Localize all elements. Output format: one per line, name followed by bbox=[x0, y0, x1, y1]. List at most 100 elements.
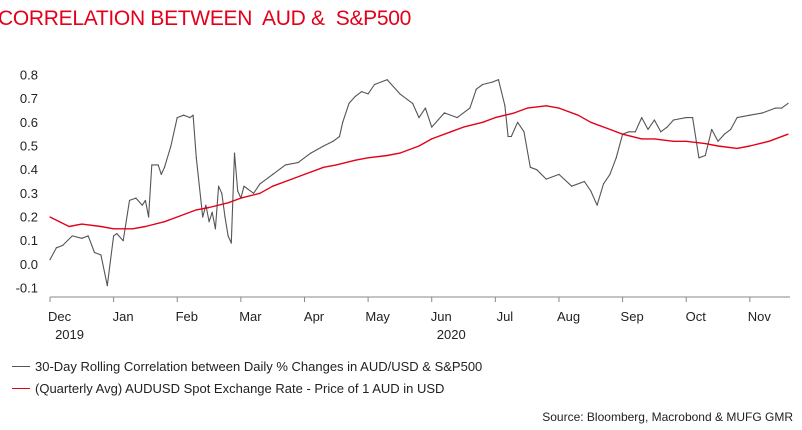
data-point-correlation bbox=[163, 166, 166, 168]
data-point-correlation bbox=[81, 237, 83, 239]
legend-label-correlation: 30-Day Rolling Correlation between Daily… bbox=[35, 359, 483, 374]
data-point-audusd bbox=[609, 128, 611, 131]
data-point-correlation bbox=[653, 119, 655, 121]
data-point-correlation bbox=[87, 235, 89, 237]
data-point-correlation bbox=[157, 164, 159, 166]
data-point-correlation bbox=[151, 164, 153, 166]
data-point-audusd bbox=[176, 216, 178, 218]
series-line-audusd bbox=[49, 105, 789, 230]
data-point-audusd bbox=[208, 206, 210, 209]
data-point-correlation bbox=[354, 95, 356, 97]
x-tick-label: May bbox=[365, 309, 390, 324]
chart-title: CORRELATION BETWEEN AUD & S&P500 bbox=[0, 7, 412, 30]
data-point-correlation bbox=[106, 285, 108, 287]
data-point-correlation bbox=[685, 117, 687, 119]
data-point-correlation bbox=[100, 254, 102, 256]
data-point-correlation bbox=[224, 216, 226, 218]
data-point-audusd bbox=[768, 140, 770, 142]
data-point-correlation bbox=[93, 251, 96, 254]
y-tick-label: 0.2 bbox=[20, 210, 38, 225]
data-point-correlation bbox=[647, 128, 649, 131]
data-point-audusd bbox=[450, 131, 452, 133]
data-point-audusd bbox=[49, 216, 51, 218]
data-point-audusd bbox=[558, 107, 560, 109]
data-point-correlation bbox=[628, 131, 630, 133]
data-point-audusd bbox=[144, 225, 147, 228]
data-point-correlation bbox=[71, 235, 73, 237]
y-tick-label: -0.1 bbox=[16, 281, 38, 296]
data-point-correlation bbox=[348, 102, 350, 104]
legend-item-correlation: 30-Day Rolling Correlation between Daily… bbox=[12, 359, 482, 374]
data-point-audusd bbox=[621, 133, 624, 135]
data-point-correlation bbox=[272, 173, 274, 175]
data-point-audusd bbox=[717, 145, 719, 147]
data-point-correlation bbox=[545, 178, 547, 180]
data-point-correlation bbox=[183, 114, 185, 116]
data-point-correlation bbox=[517, 121, 519, 123]
legend-swatch-audusd bbox=[12, 388, 30, 389]
data-point-audusd bbox=[100, 225, 102, 228]
data-point-correlation bbox=[170, 145, 172, 147]
data-point-correlation bbox=[497, 79, 500, 81]
data-point-correlation bbox=[55, 247, 57, 249]
data-point-correlation bbox=[214, 228, 217, 230]
data-point-correlation bbox=[122, 240, 124, 242]
data-point-correlation bbox=[482, 83, 484, 86]
data-point-correlation bbox=[698, 157, 700, 159]
y-tick-label: 0.7 bbox=[20, 91, 38, 106]
x-tick-year-label: 2019 bbox=[55, 327, 84, 342]
data-point-correlation bbox=[141, 204, 143, 206]
data-point-correlation bbox=[431, 126, 433, 128]
data-point-correlation bbox=[332, 140, 334, 142]
data-point-audusd bbox=[513, 112, 516, 114]
data-point-correlation bbox=[211, 211, 213, 213]
data-point-correlation bbox=[62, 244, 64, 246]
data-point-correlation bbox=[704, 154, 706, 157]
chart-canvas: 0.8 0.7 0.6 0.5 0.4 0.3 0.2 0.1 0.0 -0.1 Dec 2019 J… bbox=[16, 68, 790, 342]
series-line-correlation bbox=[49, 79, 789, 287]
data-point-audusd bbox=[227, 202, 229, 204]
y-tick-label: 0.0 bbox=[20, 257, 38, 272]
data-point-correlation bbox=[259, 183, 261, 185]
data-point-correlation bbox=[205, 204, 207, 206]
data-point-correlation bbox=[590, 190, 592, 192]
y-tick-label: 0.6 bbox=[20, 115, 38, 130]
data-point-correlation bbox=[504, 105, 506, 107]
data-point-correlation bbox=[230, 242, 232, 244]
data-point-audusd bbox=[399, 152, 401, 154]
legend-item-audusd: (Quarterly Avg) AUDUSD Spot Exchange Rat… bbox=[12, 381, 444, 396]
data-point-audusd bbox=[749, 145, 751, 147]
data-point-audusd bbox=[653, 138, 655, 140]
data-point-correlation bbox=[128, 199, 131, 202]
data-point-correlation bbox=[144, 199, 147, 202]
data-point-audusd bbox=[685, 140, 687, 142]
data-point-audusd bbox=[132, 228, 134, 230]
data-point-correlation bbox=[135, 197, 137, 199]
data-point-audusd bbox=[113, 228, 115, 230]
y-tick-label: 0.3 bbox=[20, 186, 38, 201]
x-tick-label: Apr bbox=[304, 309, 325, 324]
data-point-correlation bbox=[310, 152, 312, 154]
data-point-correlation bbox=[221, 192, 223, 194]
data-point-audusd bbox=[259, 192, 261, 194]
data-point-audusd bbox=[736, 147, 738, 149]
data-point-correlation bbox=[227, 235, 229, 237]
y-tick-label: 0.4 bbox=[20, 162, 38, 177]
data-point-correlation bbox=[666, 126, 668, 128]
data-point-audusd bbox=[526, 107, 528, 109]
x-tick-label: Jul bbox=[497, 309, 514, 324]
legend-swatch-correlation bbox=[12, 366, 30, 367]
data-point-correlation bbox=[160, 173, 162, 175]
data-point-correlation bbox=[192, 114, 194, 116]
data-point-correlation bbox=[252, 192, 255, 194]
data-point-audusd bbox=[195, 209, 197, 211]
data-point-correlation bbox=[217, 185, 220, 187]
y-tick-label: 0.8 bbox=[20, 68, 38, 83]
data-point-correlation bbox=[202, 216, 204, 218]
data-point-audusd bbox=[672, 140, 675, 142]
x-tick-year-label: 2020 bbox=[437, 327, 466, 342]
data-point-correlation bbox=[475, 88, 477, 90]
data-point-correlation bbox=[443, 112, 446, 114]
data-point-correlation bbox=[529, 166, 531, 168]
data-point-correlation bbox=[456, 117, 458, 119]
